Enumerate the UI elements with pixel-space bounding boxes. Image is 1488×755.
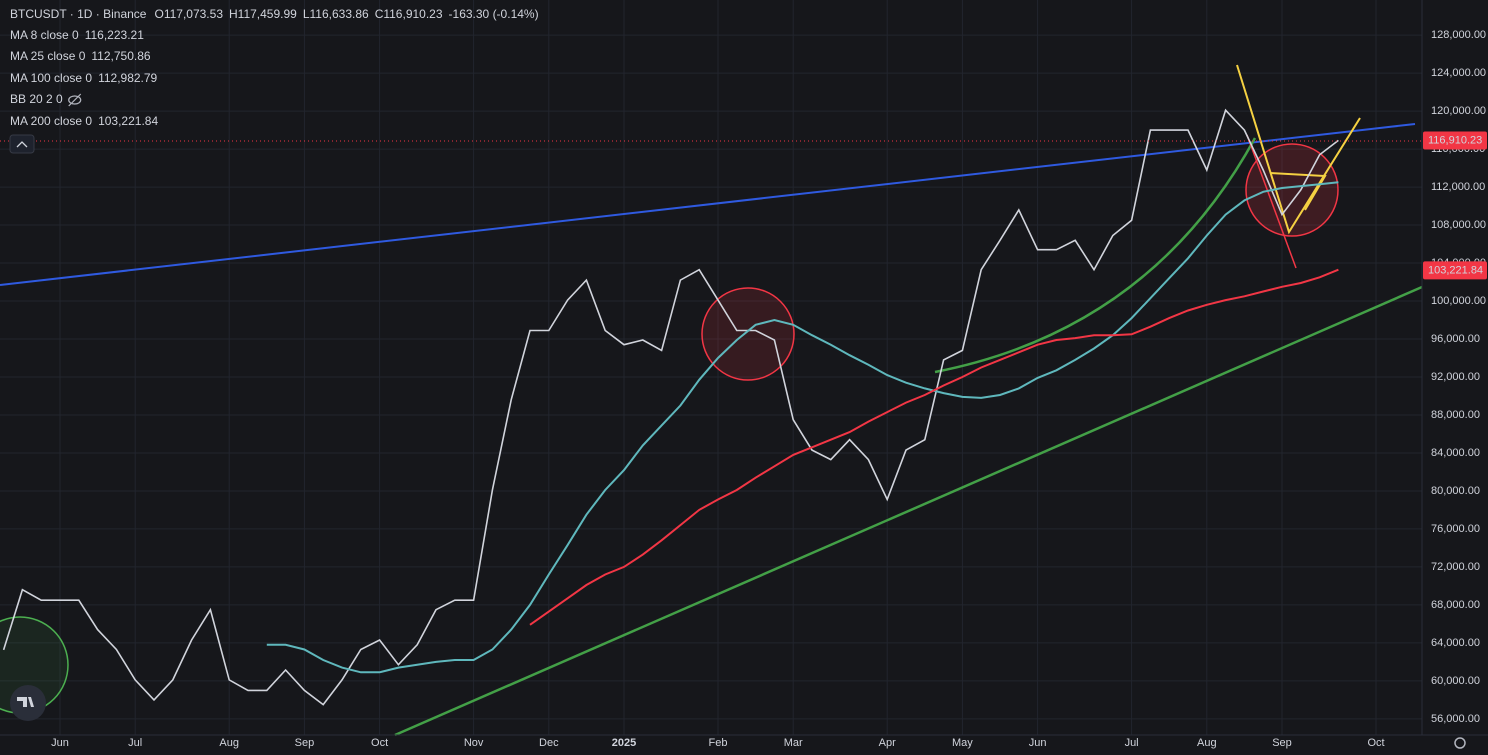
legend-text: MA 25 close 0 bbox=[10, 49, 86, 63]
x-tick-label: Jul bbox=[128, 737, 142, 749]
x-tick-label: Dec bbox=[539, 737, 559, 749]
legend-text: MA 100 close 0 bbox=[10, 71, 92, 85]
legend-text: 103,221.84 bbox=[98, 114, 158, 128]
pattern-line bbox=[1236, 64, 1361, 235]
y-tick-label: 96,000.00 bbox=[1431, 333, 1480, 345]
grid bbox=[0, 0, 1422, 735]
x-tick-label: Jun bbox=[1029, 737, 1047, 749]
y-tick-label: 76,000.00 bbox=[1431, 523, 1480, 535]
legend-text: H117,459.99 bbox=[229, 7, 297, 21]
price-label: 116,910.23 bbox=[1428, 134, 1482, 146]
legend-text: C116,910.23 bbox=[375, 7, 443, 21]
y-tick-label: 120,000.00 bbox=[1431, 105, 1486, 117]
y-tick-label: 80,000.00 bbox=[1431, 485, 1480, 497]
y-tick-label: 92,000.00 bbox=[1431, 371, 1480, 383]
logo-mark bbox=[17, 697, 34, 707]
trend-line bbox=[1246, 134, 1297, 269]
legend-text: 112,750.86 bbox=[91, 49, 150, 63]
x-tick-label: Aug bbox=[219, 737, 239, 749]
legend-text: L116,633.86 bbox=[303, 7, 369, 21]
logo bbox=[10, 685, 46, 721]
x-tick-label: Feb bbox=[709, 737, 728, 749]
x-tick-label: Oct bbox=[371, 737, 388, 749]
annotation-circle bbox=[1245, 143, 1339, 237]
x-tick-label: Oct bbox=[1367, 737, 1384, 749]
legend-text: MA 8 close 0 bbox=[10, 28, 79, 42]
x-tick-label: Apr bbox=[879, 737, 896, 749]
x-tick-label: 2025 bbox=[612, 737, 636, 749]
hidden-icon bbox=[68, 95, 82, 105]
y-tick-label: 64,000.00 bbox=[1431, 637, 1480, 649]
x-tick-label: Jul bbox=[1125, 737, 1139, 749]
trend-line bbox=[0, 123, 1416, 286]
settings-icon[interactable] bbox=[1454, 737, 1466, 749]
x-tick-label: Sep bbox=[295, 737, 315, 749]
trend-line bbox=[394, 285, 1423, 737]
y-tick-label: 84,000.00 bbox=[1431, 447, 1480, 459]
price-label: 103,221.84 bbox=[1428, 264, 1483, 276]
y-tick-label: 108,000.00 bbox=[1431, 219, 1486, 231]
x-tick-label: Sep bbox=[1272, 737, 1292, 749]
y-tick-label: 112,000.00 bbox=[1431, 181, 1485, 193]
y-tick-label: 56,000.00 bbox=[1431, 713, 1480, 725]
hidden-icon bbox=[68, 93, 82, 107]
y-tick-label: 60,000.00 bbox=[1431, 675, 1480, 687]
legend-text: MA 200 close 0 bbox=[10, 114, 92, 128]
collapse-button[interactable] bbox=[9, 134, 35, 154]
axis-labels: 56,000.00 60,000.00 64,000.00 68,000.00 72,0… bbox=[51, 29, 1487, 749]
trend-curve bbox=[934, 137, 1257, 374]
pattern-line bbox=[1269, 172, 1327, 211]
legend-text: 112,982.79 bbox=[98, 71, 157, 85]
series-line bbox=[266, 181, 1339, 674]
y-tick-label: 124,000.00 bbox=[1431, 67, 1486, 79]
y-tick-label: 72,000.00 bbox=[1431, 561, 1480, 573]
legend-text: -163.30 (-0.14%) bbox=[449, 7, 539, 21]
legend: BTCUSDT · 1D · Binance O117,073.53 H117,45… bbox=[10, 7, 539, 128]
price-axis bbox=[1422, 0, 1488, 755]
x-tick-label: May bbox=[952, 737, 973, 749]
legend-text: 116,223.21 bbox=[85, 28, 144, 42]
x-tick-label: Jun bbox=[51, 737, 69, 749]
legend-text: BB 20 2 0 bbox=[10, 92, 63, 106]
legend-text: O117,073.53 bbox=[154, 7, 223, 21]
series-line bbox=[2, 108, 1339, 706]
legend-text: BTCUSDT · 1D · Binance bbox=[10, 7, 147, 21]
series-line bbox=[529, 268, 1339, 626]
y-tick-label: 128,000.00 bbox=[1431, 29, 1486, 41]
y-tick-label: 100,000.00 bbox=[1431, 295, 1486, 307]
y-tick-label: 88,000.00 bbox=[1431, 409, 1480, 421]
chevron-icon bbox=[16, 141, 28, 148]
price-label-box bbox=[1423, 261, 1487, 280]
x-tick-label: Mar bbox=[784, 737, 803, 749]
price-label-box bbox=[1423, 131, 1487, 150]
x-tick-label: Aug bbox=[1197, 737, 1217, 749]
x-tick-label: Nov bbox=[464, 737, 484, 749]
plot bbox=[2, 108, 1339, 706]
y-tick-label: 68,000.00 bbox=[1431, 599, 1480, 611]
